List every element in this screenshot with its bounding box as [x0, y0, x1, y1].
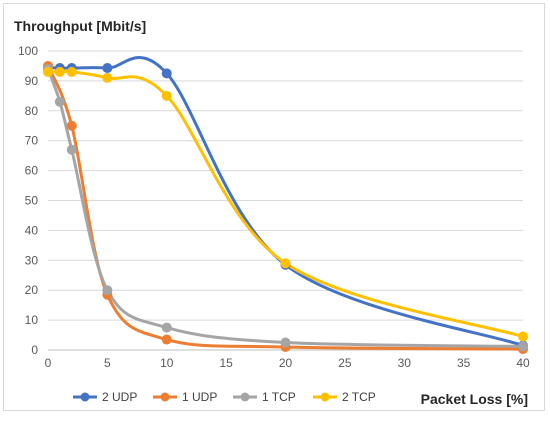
data-point-1-tcp	[66, 144, 77, 155]
y-tick-label: 40	[25, 223, 39, 237]
legend-marker	[240, 392, 250, 402]
x-tick-label: 0	[45, 356, 52, 370]
data-point-2-udp	[102, 63, 113, 74]
data-point-1-udp	[161, 334, 172, 345]
series-line-2-udp	[46, 56, 525, 348]
y-tick-label: 0	[31, 343, 38, 357]
y-axis-title: Throughput [Mbit/s]	[14, 18, 146, 34]
data-point-1-tcp	[161, 322, 172, 333]
legend-marker	[160, 392, 170, 402]
y-tick-label: 100	[18, 44, 38, 58]
legend-label: 1 UDP	[182, 390, 217, 404]
x-tick-label: 15	[219, 356, 233, 370]
series-line-1-tcp	[46, 67, 525, 348]
legend-item-1-tcp: 1 TCP	[233, 390, 296, 404]
y-tick-label: 70	[25, 134, 39, 148]
x-axis-title: Packet Loss [%]	[421, 391, 528, 407]
series-markers	[43, 60, 528, 355]
x-tick-labels: 0 5 10 15 20 25 30 35 40	[45, 356, 530, 370]
data-point-2-tcp	[43, 66, 53, 77]
y-tick-label: 90	[25, 74, 39, 88]
data-point-2-tcp	[161, 90, 172, 101]
legend-item-1-udp: 1 UDP	[153, 390, 217, 404]
y-tick-label: 20	[25, 283, 39, 297]
legend-marker	[320, 392, 330, 402]
x-tick-label: 35	[457, 356, 471, 370]
y-tick-label: 80	[25, 104, 39, 118]
legend-label: 2 UDP	[102, 390, 137, 404]
y-tick-label: 10	[25, 313, 39, 327]
x-tick-label: 40	[516, 356, 530, 370]
data-point-2-udp	[161, 68, 172, 79]
y-tick-label: 60	[25, 164, 39, 178]
legend-item-2-tcp: 2 TCP	[313, 390, 376, 404]
legend-item-2-udp: 2 UDP	[73, 390, 137, 404]
data-point-2-tcp	[102, 72, 113, 83]
data-point-1-tcp	[54, 96, 65, 107]
series-lines	[46, 56, 525, 351]
data-point-1-udp	[66, 120, 77, 131]
y-tick-labels: 0 10 20 30 40 50 60 70 80 90 100	[18, 44, 38, 357]
data-point-1-tcp	[518, 341, 528, 352]
legend: 2 UDP 1 UDP 1 TCP 2 TCP	[73, 390, 376, 404]
x-tick-label: 20	[279, 356, 293, 370]
data-point-1-tcp	[280, 337, 291, 348]
data-point-2-tcp	[66, 66, 77, 77]
y-tick-label: 30	[25, 253, 39, 267]
y-tick-label: 50	[25, 194, 39, 208]
legend-label: 2 TCP	[342, 390, 376, 404]
data-point-1-tcp	[102, 285, 113, 296]
x-tick-label: 5	[104, 356, 111, 370]
data-point-2-tcp	[54, 66, 65, 77]
x-tick-label: 25	[338, 356, 352, 370]
x-tick-label: 30	[398, 356, 412, 370]
data-point-2-tcp	[280, 258, 291, 269]
legend-marker	[80, 392, 90, 402]
legend-label: 1 TCP	[262, 390, 296, 404]
x-tick-label: 10	[160, 356, 174, 370]
data-point-2-tcp	[518, 331, 528, 342]
